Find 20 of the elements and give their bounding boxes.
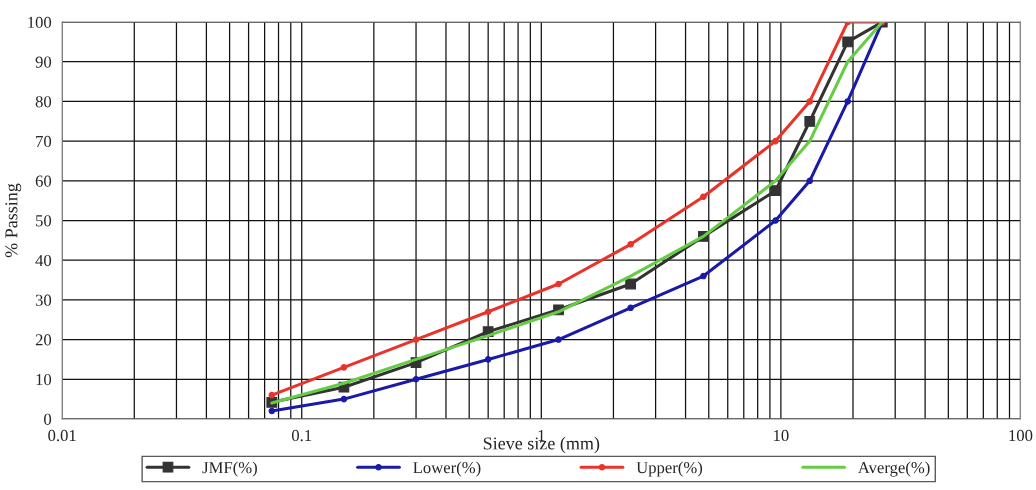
- y-tick-label: 10: [36, 373, 52, 386]
- legend-label: Lower(%): [413, 461, 481, 477]
- y-tick-label: 40: [35, 254, 52, 267]
- y-tick-label: 100: [28, 16, 52, 28]
- legend-label: Averge(%): [857, 461, 930, 477]
- y-tick-label: 30: [35, 294, 52, 306]
- y-tick-label: 20: [35, 334, 52, 346]
- x-tick-label: 100: [1009, 429, 1033, 442]
- legend-label: Upper(%): [636, 461, 703, 477]
- x-tick-label: 0.01: [48, 429, 76, 442]
- x-tick-label: 0.1: [291, 429, 312, 442]
- y-tick-label: 60: [35, 175, 52, 187]
- y-tick-label: 90: [35, 56, 52, 68]
- y-tick-label: 80: [35, 96, 52, 108]
- legend-label: JMF(%): [202, 461, 257, 477]
- y-tick-label: 50: [36, 215, 52, 227]
- y-tick-label: 0: [44, 413, 52, 425]
- y-axis-title: % Passing: [5, 183, 22, 258]
- x-tick-label: 10: [774, 429, 789, 442]
- y-tick-label: 70: [36, 135, 52, 148]
